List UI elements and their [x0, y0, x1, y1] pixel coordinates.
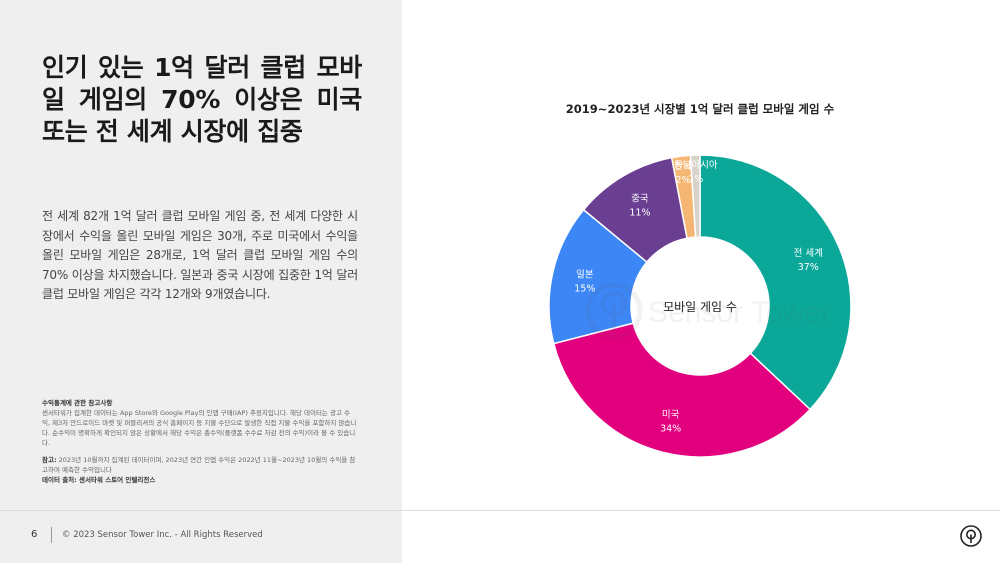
notes-title: 수익통계에 관한 참고사항 [42, 399, 113, 407]
footer-divider [0, 510, 1000, 511]
chart-title: 2019~2023년 시장별 1억 달러 클럽 모바일 게임 수 [565, 102, 835, 116]
slice-label-5: 동남아시아 [674, 160, 718, 171]
watermark-text: Sensor Tower [648, 296, 831, 329]
slice-value-4: 2% [676, 175, 691, 186]
copyright: © 2023 Sensor Tower Inc. - All Rights Re… [62, 530, 263, 540]
page-number: 6 [31, 529, 38, 540]
sensor-tower-logo-icon [960, 525, 982, 547]
slice-1 [552, 322, 812, 458]
slice-label-2: 일본 [576, 269, 594, 280]
footer-separator [51, 527, 52, 543]
notes-reference-label: 참고: [42, 456, 57, 464]
notes-text: 센서타워가 집계한 데이터는 App Store와 Google Play의 인… [42, 409, 357, 447]
slice-0 [699, 154, 852, 411]
headline: 인기 있는 1억 달러 클럽 모바일 게임의 70% 이상은 미국 또는 전 세… [42, 53, 362, 146]
notes-reference: 참고: 2023년 10월까지 집계된 데이터이며, 2023년 연간 인앱 수… [42, 455, 358, 475]
center-label: 모바일 게임 수 [663, 300, 737, 314]
slice-label-3: 중국 [631, 193, 649, 204]
slice-label-0: 전 세계 [794, 247, 823, 259]
slice-value-3: 11% [629, 207, 650, 218]
slice-label-4: 한국 [674, 161, 692, 172]
left-panel [0, 0, 402, 563]
slice-label-1: 미국 [662, 409, 680, 420]
notes-section: 수익통계에 관한 참고사항 센서타워가 집계한 데이터는 App Store와 … [42, 398, 358, 485]
body-text: 전 세계 82개 1억 달러 클럽 모바일 게임 중, 전 세계 다양한 시장에… [42, 209, 358, 301]
slice-value-2: 15% [574, 283, 595, 294]
slice-value-1: 34% [660, 423, 681, 434]
sensor-tower-watermark: Sensor Tower [585, 282, 831, 340]
slice-value-5: 1% [688, 174, 703, 185]
slice-5 [689, 154, 701, 238]
data-source: 데이터 출처: 센서타워 스토어 인텔리전스 [42, 476, 156, 484]
notes-reference-text: 2023년 10월까지 집계된 데이터이며, 2023년 연간 인앱 수익은 2… [42, 456, 356, 474]
slice-value-0: 37% [798, 262, 819, 273]
